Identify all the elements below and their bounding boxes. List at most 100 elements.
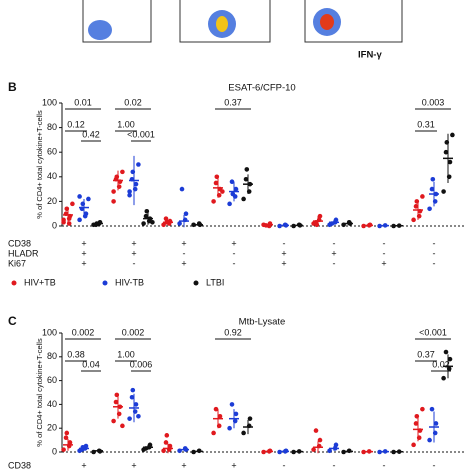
marker-name: CD38 — [8, 460, 31, 470]
p-value: 0.002 — [72, 327, 95, 337]
data-point — [243, 176, 249, 182]
flow-plot — [179, 0, 271, 43]
data-point — [163, 216, 169, 221]
p-value: 0.38 — [67, 349, 85, 359]
data-point — [429, 186, 435, 192]
data-point — [70, 201, 75, 207]
data-point — [150, 220, 155, 225]
marker-sign: + — [81, 238, 86, 248]
data-point — [64, 430, 70, 436]
marker-sign: + — [81, 258, 86, 268]
y-axis-label: % of CD4+ total cytokine+T-cells — [35, 110, 44, 219]
density — [320, 14, 334, 30]
p-value: 0.003 — [422, 97, 445, 107]
density — [88, 20, 112, 40]
data-point — [414, 414, 420, 419]
p-value: 0.31 — [417, 119, 435, 129]
data-point — [143, 213, 149, 219]
p-value: 0.002 — [122, 327, 145, 337]
data-point — [67, 440, 73, 445]
data-point — [183, 211, 189, 216]
marker-name: HLADR — [8, 248, 39, 258]
marker-sign: + — [231, 238, 236, 248]
marker-sign: + — [131, 248, 136, 258]
marker-sign: + — [181, 238, 186, 248]
data-point — [136, 162, 141, 167]
data-point — [313, 428, 319, 433]
y-tick-label: 20 — [47, 196, 57, 206]
data-point — [229, 402, 235, 407]
marker-sign: - — [233, 248, 236, 258]
data-point — [217, 414, 223, 419]
data-point — [111, 418, 116, 424]
marker-sign: - — [333, 258, 336, 268]
marker-sign: - — [383, 248, 386, 258]
y-tick-label: 80 — [47, 122, 57, 132]
p-value: 0.37 — [224, 97, 242, 107]
p-value: 0.92 — [224, 327, 242, 337]
y-tick-label: 60 — [47, 375, 57, 385]
marker-sign: - — [283, 460, 286, 470]
marker-sign: - — [333, 460, 336, 470]
data-point — [241, 196, 246, 202]
data-point — [447, 159, 453, 165]
y-axis-label: % of CD4+ total cytokine+T-cells — [35, 338, 44, 447]
data-point — [179, 186, 185, 192]
marker-sign: - — [383, 460, 386, 470]
data-point — [213, 406, 219, 412]
data-point — [450, 132, 455, 138]
marker-sign: - — [333, 238, 336, 248]
data-point — [427, 206, 432, 212]
data-point — [63, 435, 69, 441]
data-point — [86, 196, 91, 202]
chart-title: Mtb-Lysate — [239, 317, 286, 328]
data-point — [430, 176, 436, 182]
marker-sign: + — [181, 460, 186, 470]
data-point — [443, 349, 449, 355]
data-point — [413, 421, 419, 426]
marker-sign: + — [131, 460, 136, 470]
data-point — [136, 414, 141, 419]
data-point — [433, 421, 439, 426]
data-point — [83, 211, 89, 216]
p-value: 0.04 — [82, 359, 100, 369]
data-point — [220, 189, 225, 194]
data-point — [147, 442, 153, 448]
data-point — [127, 416, 132, 421]
y-tick-label: 0 — [52, 446, 57, 456]
data-point — [441, 375, 446, 381]
data-point — [227, 201, 232, 207]
data-point — [77, 217, 82, 223]
data-point — [233, 411, 239, 417]
marker-name: Ki67 — [8, 258, 26, 268]
data-point — [214, 174, 220, 180]
data-point — [213, 180, 219, 186]
y-tick-label: 40 — [47, 171, 57, 181]
data-point — [317, 437, 323, 443]
data-point — [333, 442, 339, 448]
data-point — [113, 399, 119, 405]
data-point — [327, 448, 332, 454]
data-point — [167, 443, 173, 449]
p-value: <0.001 — [127, 129, 155, 139]
data-point — [144, 208, 150, 214]
data-point — [127, 189, 132, 194]
flow-plot — [82, 0, 152, 43]
y-tick-label: 100 — [42, 327, 57, 337]
data-point — [61, 217, 66, 223]
y-tick-label: 40 — [47, 399, 57, 409]
data-point — [441, 189, 446, 194]
data-point — [141, 221, 146, 226]
marker-sign: + — [231, 460, 236, 470]
data-point — [163, 440, 169, 445]
marker-sign: - — [433, 258, 436, 268]
marker-sign: - — [233, 258, 236, 268]
marker-sign: + — [181, 258, 186, 268]
y-tick-label: 0 — [52, 220, 57, 230]
data-point — [420, 406, 425, 412]
marker-sign: + — [281, 258, 286, 268]
p-value: 0.02 — [432, 359, 450, 369]
data-point — [447, 356, 453, 362]
panel-letter: B — [8, 80, 17, 94]
